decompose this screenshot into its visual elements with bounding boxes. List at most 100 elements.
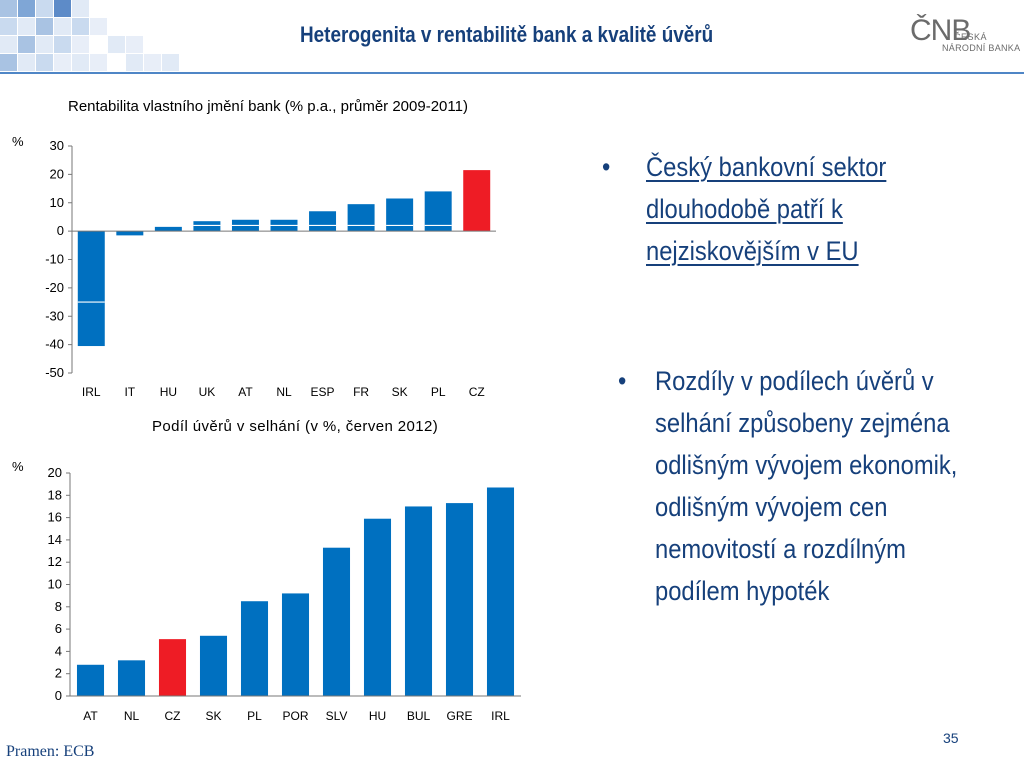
- chart1-title: Rentabilita vlastního jmění bank (% p.a.…: [68, 98, 468, 115]
- mosaic-tile: [0, 18, 17, 35]
- mosaic-tile: [18, 36, 35, 53]
- bar-por: [281, 593, 310, 696]
- mosaic-tile: [72, 0, 89, 17]
- x-tick-label: PL: [247, 709, 262, 723]
- y-tick-label: 20: [50, 166, 64, 181]
- mosaic-tile: [18, 18, 35, 35]
- bar-cz: [463, 170, 491, 232]
- bar-bul: [404, 506, 433, 696]
- source-note: Pramen: ECB: [6, 743, 95, 760]
- mosaic-tile: [126, 36, 143, 53]
- y-tick-label: 14: [48, 532, 62, 547]
- bar-slv: [322, 547, 351, 696]
- bullet-marker: •: [618, 366, 627, 396]
- y-unit-label: %: [12, 134, 24, 149]
- bar-pl: [240, 601, 269, 696]
- bar-irl: [486, 487, 515, 696]
- bar-hu: [363, 518, 392, 696]
- x-tick-label: PL: [431, 385, 446, 399]
- mosaic-tile: [0, 36, 17, 53]
- mosaic-tile: [72, 36, 89, 53]
- mosaic-tile: [90, 54, 107, 71]
- mosaic-tile: [144, 54, 161, 71]
- bullet-marker: •: [602, 152, 611, 182]
- bullet-npl-differences: • Rozdíly v podílech úvěrů v selhání způ…: [618, 360, 985, 612]
- bar-it: [116, 231, 144, 236]
- y-tick-label: 0: [57, 223, 64, 238]
- mosaic-tile: [18, 54, 35, 71]
- cnb-logo-mark: ČNB: [910, 14, 971, 47]
- y-tick-label: 18: [48, 487, 62, 502]
- x-tick-label: NL: [276, 385, 292, 399]
- y-tick-label: 2: [55, 666, 62, 681]
- x-tick-label: AT: [238, 385, 253, 399]
- mosaic-tile: [54, 54, 71, 71]
- bar-sk: [386, 198, 414, 232]
- mosaic-tile: [0, 54, 17, 71]
- mosaic-tile: [0, 0, 17, 17]
- x-tick-label: POR: [282, 709, 308, 723]
- bullet-text: Český bankovní sektor dlouhodobě patří k…: [646, 152, 887, 266]
- mosaic-tile: [36, 54, 53, 71]
- mosaic-tile: [36, 0, 53, 17]
- y-tick-label: 8: [55, 599, 62, 614]
- bullet-text: Rozdíly v podílech úvěrů v selhání způso…: [655, 366, 958, 606]
- mosaic-tile: [162, 54, 179, 71]
- y-tick-label: -50: [45, 365, 64, 380]
- bar-sk: [199, 635, 228, 696]
- x-tick-label: HU: [160, 385, 177, 399]
- header-divider: [0, 72, 1024, 74]
- page-number: 35: [943, 730, 959, 746]
- x-tick-label: SLV: [326, 709, 348, 723]
- x-tick-label: IRL: [491, 709, 510, 723]
- x-tick-label: ESP: [311, 385, 335, 399]
- mosaic-tile: [54, 0, 71, 17]
- y-tick-label: 10: [48, 577, 62, 592]
- bar-gre: [445, 503, 474, 696]
- x-tick-label: AT: [83, 709, 98, 723]
- y-tick-label: 12: [48, 554, 62, 569]
- bar-esp: [309, 211, 337, 232]
- bar-at: [76, 664, 105, 696]
- y-tick-label: 16: [48, 510, 62, 525]
- bar-pl: [424, 191, 452, 232]
- bar-uk: [193, 221, 221, 232]
- decorative-mosaic: [0, 0, 179, 71]
- mosaic-tile: [54, 36, 71, 53]
- x-tick-label: SK: [392, 385, 408, 399]
- x-tick-label: IRL: [82, 385, 101, 399]
- mosaic-tile: [54, 18, 71, 35]
- mosaic-tile: [108, 36, 125, 53]
- mosaic-tile: [72, 54, 89, 71]
- x-tick-label: FR: [353, 385, 369, 399]
- x-tick-label: SK: [205, 709, 221, 723]
- bar-hu: [154, 226, 182, 232]
- y-tick-label: 10: [50, 195, 64, 210]
- mosaic-tile: [126, 54, 143, 71]
- bar-irl: [77, 231, 105, 347]
- y-tick-label: -20: [45, 280, 64, 295]
- mosaic-tile: [90, 18, 107, 35]
- y-tick-label: -10: [45, 252, 64, 267]
- cnb-logo: ČNB ČESKÁ NÁRODNÍ BANKA: [910, 14, 1020, 62]
- x-tick-label: GRE: [446, 709, 472, 723]
- x-tick-label: UK: [199, 385, 216, 399]
- mosaic-tile: [36, 36, 53, 53]
- roe-bar-chart: % 30 20 10 0 -10 -20 -30 -40 -50 IRL IT HU UK AT NL ESP F…: [12, 134, 496, 399]
- bullet-profitability: • Český bankovní sektor dlouhodobě patří…: [602, 146, 936, 272]
- chart2-title: Podíl úvěrů v selhání (v %, červen 2012): [152, 418, 439, 435]
- mosaic-tile: [36, 18, 53, 35]
- x-tick-label: BUL: [407, 709, 431, 723]
- y-tick-label: -30: [45, 308, 64, 323]
- slide-title: Heterogenita v rentabilitě bank a kvalit…: [300, 22, 714, 47]
- cnb-logo-line2: NÁRODNÍ BANKA: [942, 43, 1021, 53]
- x-tick-label: HU: [369, 709, 386, 723]
- cnb-logo-line1: ČESKÁ: [954, 32, 988, 42]
- bar-cz: [158, 639, 187, 696]
- bar-nl: [117, 660, 146, 696]
- y-tick-label: 4: [55, 643, 62, 658]
- y-tick-label: 0: [55, 688, 62, 703]
- y-tick-label: 20: [48, 465, 62, 480]
- x-tick-label: IT: [124, 385, 135, 399]
- bar-fr: [347, 204, 375, 232]
